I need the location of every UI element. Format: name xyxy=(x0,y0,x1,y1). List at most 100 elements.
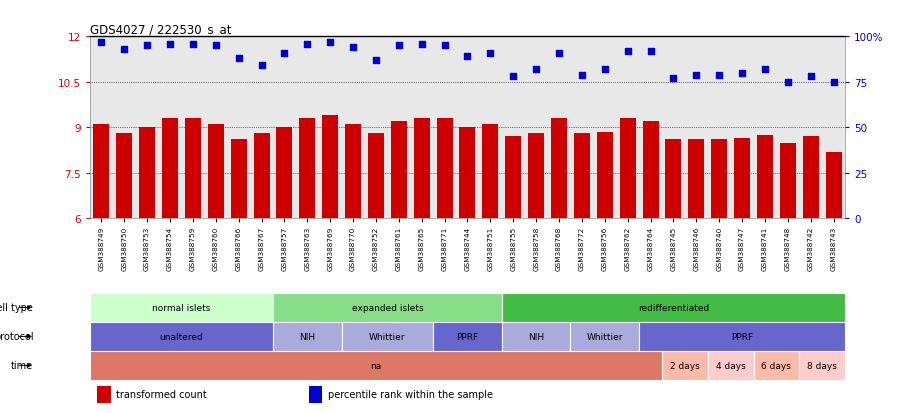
Point xyxy=(644,48,658,55)
Point xyxy=(323,39,337,46)
Point xyxy=(620,48,635,55)
Bar xyxy=(459,128,476,219)
Point xyxy=(94,39,109,46)
Point xyxy=(254,63,269,69)
Text: expanded islets: expanded islets xyxy=(352,303,423,312)
Point xyxy=(690,72,704,78)
Point xyxy=(186,41,200,48)
Bar xyxy=(342,322,433,351)
Point xyxy=(369,57,383,64)
Text: unaltered: unaltered xyxy=(159,332,203,341)
Point xyxy=(780,79,795,86)
Point xyxy=(483,50,497,57)
Bar xyxy=(505,137,521,219)
Bar xyxy=(734,139,750,219)
Bar xyxy=(276,128,292,219)
Bar xyxy=(273,293,502,322)
Bar xyxy=(322,116,338,219)
Bar xyxy=(483,125,498,219)
Bar xyxy=(711,140,727,219)
Text: transformed count: transformed count xyxy=(116,389,207,399)
Bar xyxy=(97,386,111,403)
Bar xyxy=(90,293,273,322)
Text: protocol: protocol xyxy=(0,332,33,342)
Bar xyxy=(437,119,452,219)
Point xyxy=(552,50,566,57)
Bar xyxy=(309,386,323,403)
Bar xyxy=(368,134,384,219)
Bar xyxy=(665,140,681,219)
Text: NIH: NIH xyxy=(299,332,316,341)
Point xyxy=(712,72,726,78)
Text: normal islets: normal islets xyxy=(152,303,210,312)
Bar xyxy=(643,122,659,219)
Bar xyxy=(162,119,178,219)
Bar xyxy=(90,351,662,380)
Text: GDS4027 / 222530_s_at: GDS4027 / 222530_s_at xyxy=(90,23,231,36)
Text: PPRF: PPRF xyxy=(457,332,478,341)
Bar xyxy=(433,322,502,351)
Bar xyxy=(208,125,224,219)
Text: PPRF: PPRF xyxy=(731,332,753,341)
Text: 8 days: 8 days xyxy=(807,361,837,370)
Point xyxy=(277,50,291,57)
Bar xyxy=(116,134,132,219)
Point xyxy=(209,43,223,50)
Bar xyxy=(414,119,430,219)
Bar xyxy=(799,351,845,380)
Bar xyxy=(619,119,636,219)
Text: time: time xyxy=(11,361,33,370)
Bar xyxy=(139,128,156,219)
Point xyxy=(804,74,818,81)
Bar xyxy=(528,134,544,219)
Bar xyxy=(93,125,110,219)
Point xyxy=(346,45,360,51)
Point xyxy=(438,43,452,50)
Bar xyxy=(502,293,845,322)
Bar xyxy=(90,322,273,351)
Bar xyxy=(779,143,796,219)
Text: 2 days: 2 days xyxy=(670,361,699,370)
Point xyxy=(163,41,177,48)
Point xyxy=(117,47,131,53)
Point xyxy=(140,43,155,50)
Bar xyxy=(571,322,639,351)
Point xyxy=(414,41,429,48)
Bar xyxy=(299,119,316,219)
Text: percentile rank within the sample: percentile rank within the sample xyxy=(328,389,493,399)
Point xyxy=(758,66,772,73)
Bar xyxy=(502,322,571,351)
Bar xyxy=(574,134,590,219)
Bar xyxy=(345,125,361,219)
Text: redifferentiated: redifferentiated xyxy=(637,303,709,312)
Bar xyxy=(757,135,773,219)
Bar xyxy=(662,351,708,380)
Text: na: na xyxy=(370,361,381,370)
Bar xyxy=(753,351,799,380)
Bar xyxy=(639,322,845,351)
Point xyxy=(506,74,521,81)
Text: Whittier: Whittier xyxy=(586,332,623,341)
Text: Whittier: Whittier xyxy=(369,332,405,341)
Text: 4 days: 4 days xyxy=(716,361,745,370)
Bar xyxy=(803,137,819,219)
Bar xyxy=(231,140,246,219)
Point xyxy=(598,66,612,73)
Point xyxy=(826,79,841,86)
Bar xyxy=(689,140,704,219)
Point xyxy=(574,72,589,78)
Bar xyxy=(825,152,841,219)
Bar xyxy=(273,322,342,351)
Bar xyxy=(708,351,753,380)
Bar xyxy=(597,133,613,219)
Point xyxy=(300,41,315,48)
Point xyxy=(529,66,543,73)
Bar xyxy=(254,134,270,219)
Bar xyxy=(185,119,200,219)
Point xyxy=(666,76,681,82)
Text: NIH: NIH xyxy=(528,332,544,341)
Point xyxy=(734,70,749,77)
Bar xyxy=(551,119,567,219)
Point xyxy=(460,54,475,60)
Text: cell type: cell type xyxy=(0,303,33,313)
